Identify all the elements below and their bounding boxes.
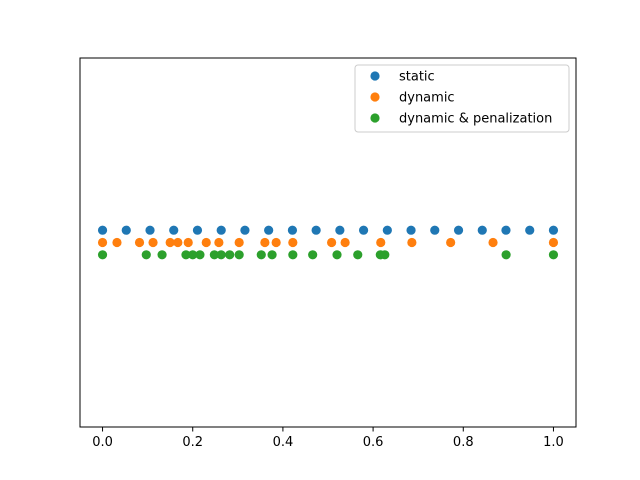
data-point [311,225,321,235]
data-point [97,225,108,235]
data-point [264,225,274,235]
data-point [488,237,498,248]
data-point [97,250,108,260]
data-point [548,250,559,260]
data-point [192,225,203,235]
data-point [181,250,191,260]
legend-marker [370,113,380,123]
data-point [446,237,456,248]
data-point [148,237,158,248]
data-point [376,237,386,248]
data-point [358,225,369,235]
data-point [477,225,487,235]
data-point [407,237,417,248]
data-point [169,225,179,235]
data-point [525,225,535,235]
data-point [121,225,131,235]
data-point [112,237,122,248]
data-point [141,250,151,260]
x-tick-label: 1.0 [543,435,564,450]
x-tick-label: 0.4 [273,435,294,450]
data-point [201,237,211,248]
data-point [287,225,298,235]
data-point [406,225,416,235]
data-point [183,237,193,248]
data-point [382,225,392,235]
series-2-points [97,250,559,260]
data-point [327,237,337,248]
data-point [256,250,266,260]
data-point [288,237,298,248]
data-point [225,250,235,260]
data-point [332,250,342,260]
data-points [97,225,559,260]
data-point [195,250,205,260]
data-point [308,250,318,260]
data-point [430,225,440,235]
legend-marker [370,71,380,81]
legend: static dynamic dynamic & penalization [354,64,570,133]
data-point [234,237,244,248]
x-tick-label: 0.0 [92,435,113,450]
x-axis-ticks: 0.0 0.2 0.4 0.6 0.8 1.0 [92,427,564,450]
data-point [165,237,175,248]
data-point [260,237,270,248]
legend-label: static [399,70,435,85]
data-point [271,237,281,248]
data-point [234,250,244,260]
legend-marker [370,92,380,102]
data-point [267,250,277,260]
data-point [209,250,219,260]
data-point [335,225,345,235]
data-point [216,250,226,260]
x-tick-label: 0.2 [182,435,203,450]
data-point [501,250,511,260]
legend-label: dynamic [399,91,455,106]
data-point [134,237,145,248]
data-point [240,225,250,235]
data-point [216,225,226,235]
data-point [453,225,464,235]
series-1-points [97,237,559,248]
data-point [548,237,559,248]
data-point [380,250,390,260]
legend-box [354,64,570,133]
data-point [340,237,350,248]
data-point [145,225,155,235]
x-tick-label: 0.6 [363,435,384,450]
data-point [288,250,298,260]
legend-label: dynamic & penalization [399,112,552,127]
data-point [173,237,183,248]
series-0-points [97,225,559,235]
data-point [188,250,198,260]
x-tick-label: 0.8 [453,435,474,450]
data-point [548,225,559,235]
data-point [214,237,224,248]
data-point [501,225,511,235]
data-point [157,250,167,260]
data-point [97,237,108,248]
plot-frame [79,57,577,428]
data-point [353,250,363,260]
